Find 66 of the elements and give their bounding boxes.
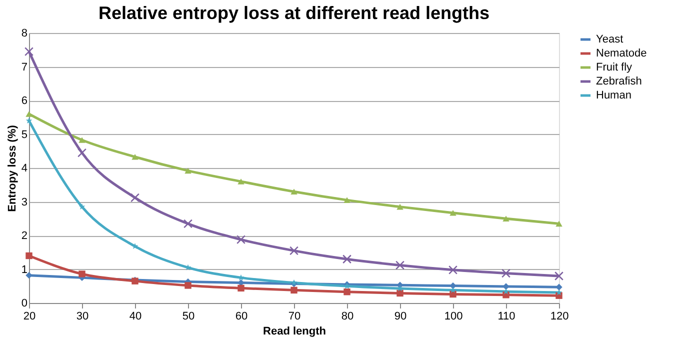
point: [554, 271, 564, 281]
point: [450, 210, 456, 216]
point: [556, 289, 562, 296]
point: [342, 254, 352, 264]
point: [396, 290, 404, 297]
y-tick-label: 8: [21, 28, 28, 40]
x-tick-label: 20: [23, 310, 36, 322]
x-tick-label: 120: [550, 310, 569, 322]
x-tick-label: 30: [76, 310, 89, 322]
point: [26, 117, 32, 124]
point: [132, 154, 138, 160]
point: [289, 246, 299, 256]
x-tick-label: 50: [182, 310, 195, 322]
point: [290, 286, 298, 294]
x-tick-label: 70: [288, 310, 301, 322]
point: [556, 284, 562, 290]
point: [450, 290, 456, 298]
y-tick-label: 6: [21, 95, 28, 107]
x-tick-label: 110: [498, 310, 516, 322]
point: [396, 285, 404, 292]
x-tick-label: 60: [235, 310, 248, 322]
legend-label: Nematode: [596, 48, 647, 60]
point: [26, 252, 32, 260]
point: [344, 197, 350, 203]
point: [238, 284, 244, 292]
point: [395, 260, 405, 270]
x-tick-label: 40: [129, 310, 142, 322]
x-tick-label: 80: [341, 310, 354, 322]
legend-label: Human: [596, 90, 632, 102]
point: [396, 204, 404, 210]
point: [26, 272, 32, 279]
y-tick-label: 7: [21, 61, 28, 74]
y-tick-label: 2: [21, 230, 28, 242]
x-axis-title: Read length: [263, 326, 326, 338]
y-tick-label: 3: [21, 196, 28, 208]
y-tick-label: 0: [21, 298, 28, 310]
point: [24, 47, 34, 56]
legend-label: Yeast: [596, 34, 624, 46]
point: [236, 235, 246, 244]
point: [556, 220, 562, 227]
point: [78, 137, 86, 143]
point: [344, 288, 350, 296]
point: [184, 282, 192, 289]
point: [78, 270, 86, 278]
legend-label: Fruit fly: [596, 62, 633, 74]
point: [238, 178, 244, 184]
point: [184, 168, 192, 174]
point: [77, 148, 87, 158]
point: [26, 111, 32, 117]
point: [130, 193, 140, 202]
point: [183, 219, 193, 228]
y-tick-label: 5: [21, 128, 28, 141]
point: [502, 283, 510, 290]
y-axis-title: Entropy loss (%): [6, 124, 18, 212]
point: [450, 282, 456, 290]
point: [501, 268, 511, 278]
point: [78, 203, 86, 210]
legend-label: Zebrafish: [596, 76, 642, 88]
point: [448, 265, 458, 274]
point: [502, 216, 510, 222]
x-tick-label: 90: [394, 310, 407, 322]
point: [290, 188, 298, 195]
chart-title: Relative entropy loss at different read lengths: [98, 3, 490, 23]
x-tick-label: 100: [444, 310, 463, 322]
y-tick-label: 4: [21, 162, 28, 174]
y-tick-label: 1: [21, 264, 28, 276]
